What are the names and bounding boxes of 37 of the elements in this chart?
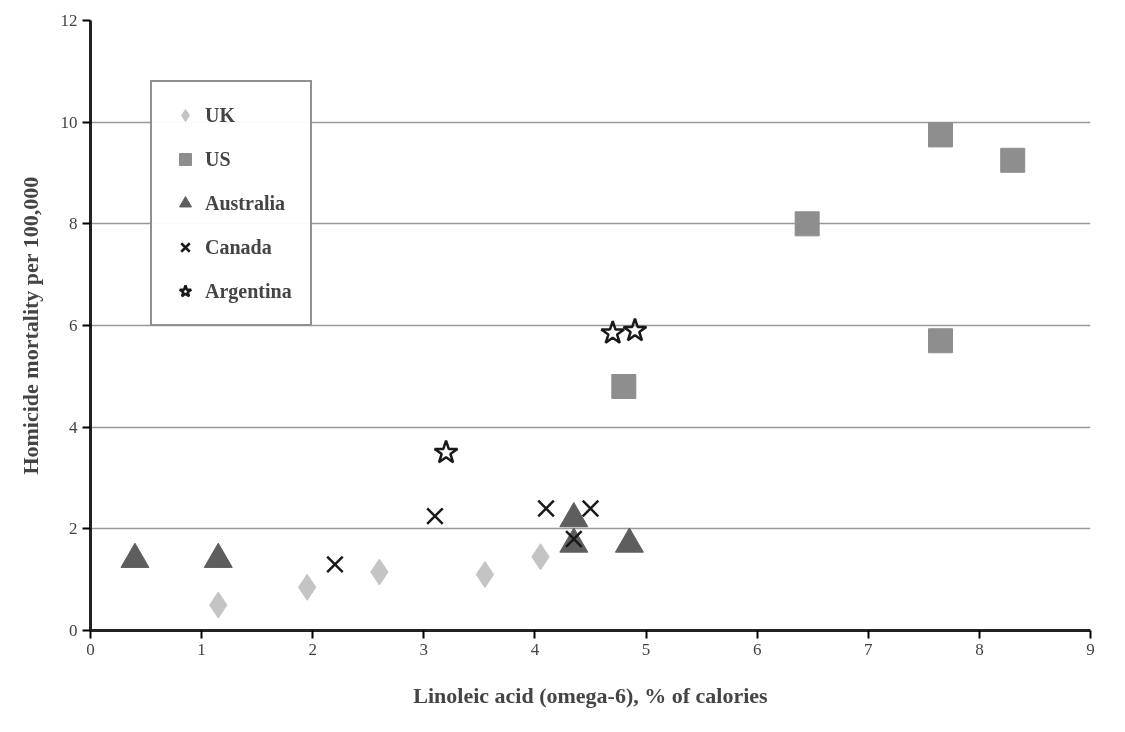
point xyxy=(600,319,626,345)
legend-label: US xyxy=(205,147,231,171)
x-tick-label: 4 xyxy=(530,639,540,659)
y-tick-label: 4 xyxy=(69,417,78,437)
legend-label: Canada xyxy=(205,235,272,259)
x-tick-label: 1 xyxy=(197,639,206,659)
x-tick-label: 0 xyxy=(86,639,95,659)
legend-label: UK xyxy=(205,103,235,127)
x-axis-title: Linoleic acid (omega-6), % of calories xyxy=(413,682,769,708)
x-tick-label: 2 xyxy=(308,639,317,659)
x-tick-label: 8 xyxy=(975,639,984,659)
y-axis-title: Homicide mortality per 100,000 xyxy=(17,176,43,475)
legend-label: Australia xyxy=(205,191,285,215)
point xyxy=(325,555,344,574)
y-tick-label: 8 xyxy=(69,214,78,234)
y-tick-label: 2 xyxy=(69,519,78,539)
x-tick-label: 6 xyxy=(752,639,762,659)
point xyxy=(611,374,637,399)
point xyxy=(537,499,556,518)
y-tick-label: 0 xyxy=(69,621,78,640)
point xyxy=(928,122,953,148)
x-tick-label: 7 xyxy=(864,639,874,659)
point xyxy=(622,317,648,342)
point xyxy=(433,439,459,464)
x-tick-label: 3 xyxy=(419,639,429,659)
y-tick-label: 12 xyxy=(60,11,78,30)
x-tick-label: 9 xyxy=(1086,639,1095,659)
point xyxy=(928,328,953,354)
point xyxy=(794,211,820,237)
point xyxy=(1000,147,1026,173)
x-tick-label: 5 xyxy=(641,639,651,659)
point xyxy=(425,507,444,526)
y-tick-label: 10 xyxy=(60,112,78,132)
legend-label: Argentina xyxy=(205,279,292,303)
point xyxy=(581,499,600,518)
point xyxy=(475,561,495,589)
y-tick-label: 6 xyxy=(69,316,78,335)
